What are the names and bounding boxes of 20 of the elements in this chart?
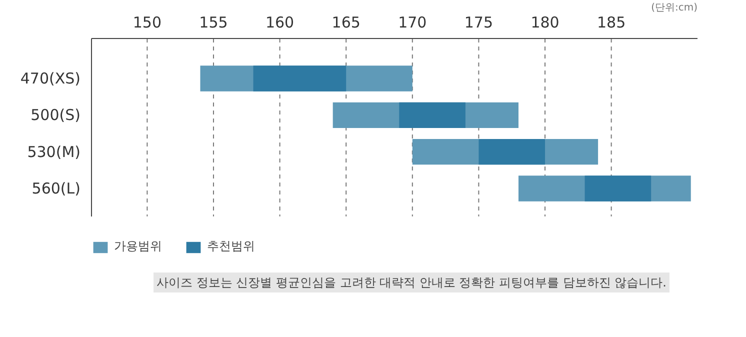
y-tick-label: 500(S) <box>30 106 81 124</box>
y-tick-label: 560(L) <box>32 180 81 198</box>
x-tick-label: 165 <box>332 14 360 32</box>
x-tick-label: 185 <box>596 14 626 32</box>
bar <box>478 139 546 165</box>
x-tick-label: 150 <box>132 14 162 32</box>
x-tick-label: 170 <box>398 14 427 32</box>
y-tick-label: 530(M) <box>27 142 81 161</box>
text: 사이즈 정보는 신장별 평균인심을 고려한 대략적 안내로 정확한 피팅여부를 담보하진 않습니다. <box>156 276 666 290</box>
x-axis-title: (단위:cm) <box>651 2 698 14</box>
x-tick-label: 180 <box>530 14 560 32</box>
bar <box>399 102 466 128</box>
x-tick-label: 160 <box>265 14 294 32</box>
y-tick-label: 470(XS) <box>20 69 81 88</box>
x-tick-label: 155 <box>199 14 228 32</box>
bar <box>584 176 652 202</box>
legend-label: 추천범위 <box>207 238 255 255</box>
x-tick-label: 175 <box>464 14 494 32</box>
legend-label: 가용범위 <box>114 238 162 255</box>
bar <box>253 66 346 92</box>
